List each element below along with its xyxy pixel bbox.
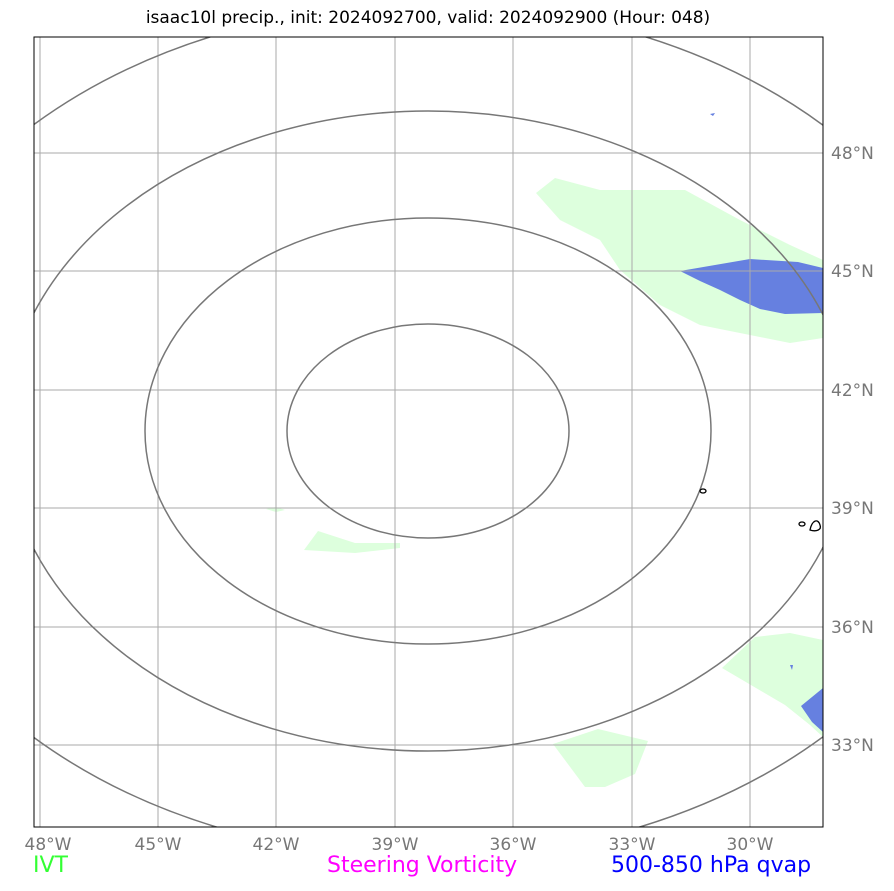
lat-label: 48°N xyxy=(831,144,874,164)
lon-label: 48°W xyxy=(25,835,72,855)
vorticity-contours xyxy=(699,488,822,532)
lat-label: 36°N xyxy=(831,618,874,638)
lon-label: 30°W xyxy=(727,835,774,855)
legend-vorticity: Steering Vorticity xyxy=(327,853,518,878)
distance-rings xyxy=(34,37,823,827)
lon-label: 39°W xyxy=(372,835,419,855)
lon-label: 42°W xyxy=(253,835,300,855)
heavy-precip-area xyxy=(801,688,823,732)
heavy-precip-area xyxy=(680,259,823,314)
light-precip-area xyxy=(553,729,648,787)
light-precip-area xyxy=(536,178,823,343)
map-title: isaac10l precip., init: 2024092700, vali… xyxy=(145,8,711,28)
light-precip-area xyxy=(304,531,400,553)
gridlines xyxy=(34,37,823,827)
lat-label: 42°N xyxy=(831,381,874,401)
legend-qvap: 500-850 hPa qvap xyxy=(611,853,812,878)
legend-ivt: IVT xyxy=(33,853,68,878)
map-frame xyxy=(33,36,824,828)
lon-label: 45°W xyxy=(135,835,182,855)
lat-label: 45°N xyxy=(831,262,874,282)
light-precip-area xyxy=(722,633,823,737)
lon-label: 36°W xyxy=(490,835,537,855)
lat-label: 39°N xyxy=(831,499,874,519)
map-plot-area xyxy=(34,37,823,827)
heavy-precip-speck xyxy=(710,113,715,116)
heavy-precip-speck xyxy=(790,665,793,670)
lat-label: 33°N xyxy=(831,736,874,756)
lon-label: 33°W xyxy=(609,835,656,855)
